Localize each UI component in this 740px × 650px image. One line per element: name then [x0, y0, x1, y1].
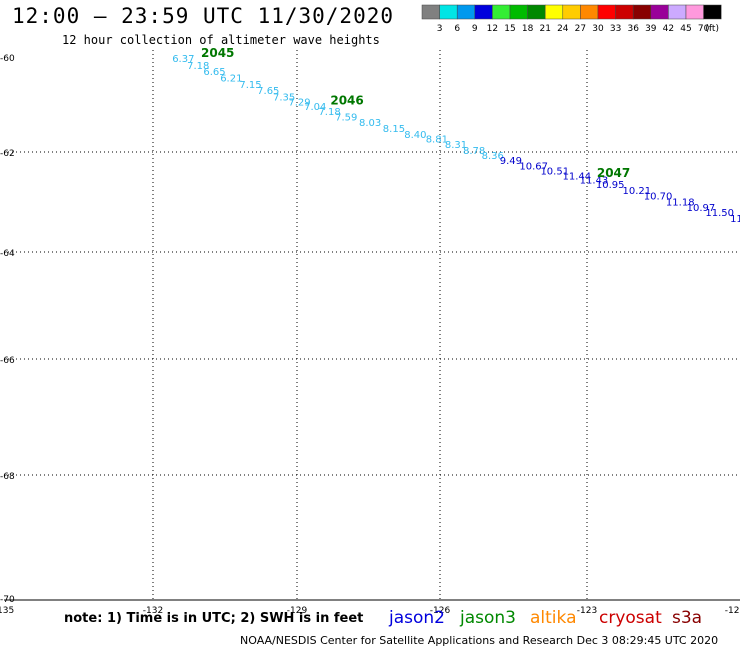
legend-cryosat: cryosat [599, 608, 662, 628]
legend-s3a: s3a [672, 608, 703, 628]
longitude-label: -132 [143, 606, 163, 616]
wave-height-reading: 10.95 [596, 180, 625, 191]
altimeter-track: 5.456.377.186.656.217.157.657.357.297.04… [172, 46, 740, 225]
wave-height-reading: 10.67 [519, 162, 548, 173]
footer-credit: NOAA/NESDIS Center for Satellite Applica… [240, 634, 719, 647]
colorbar-swatch [632, 4, 652, 20]
page-subtitle: 12 hour collection of altimeter wave hei… [62, 33, 380, 47]
wave-height-reading: 8.40 [404, 130, 426, 141]
wave-height-reading: 11.18 [666, 198, 695, 209]
wave-height-reading: 7.59 [335, 113, 357, 124]
wave-height-reading: 10.21 [623, 186, 652, 197]
colorbar-tick-label: 42 [663, 24, 674, 34]
page-title: 12:00 – 23:59 UTC 11/30/2020 [12, 4, 395, 28]
time-marker-label: 2045 [201, 46, 234, 60]
wave-height-reading: 7.29 [288, 97, 310, 108]
wave-height-reading: 7.04 [304, 102, 326, 113]
wave-height-reading: 6.21 [220, 74, 242, 85]
latitude-label: -62 [0, 149, 15, 159]
colorbar-swatch [562, 4, 581, 20]
legend-altika: altika [530, 608, 577, 628]
wave-height-reading: 8.36 [482, 151, 504, 162]
colorbar-swatch [527, 4, 546, 20]
wave-height-reading: 11.50 [705, 208, 734, 219]
wave-height-reading: 8.31 [445, 140, 467, 151]
latitude-label: -60 [0, 54, 15, 64]
latitude-label: -64 [0, 249, 15, 259]
colorbar-tick-label: 30 [592, 24, 604, 34]
wave-height-reading: 7.18 [318, 107, 340, 118]
colorbar-tick-label: 3 [437, 24, 443, 34]
colorbar-tick-label: 6 [454, 24, 460, 34]
units-note: note: 1) Time is in UTC; 2) SWH is in fe… [64, 611, 364, 626]
wave-height-reading: 10.51 [540, 167, 569, 178]
colorbar-swatch [509, 4, 528, 20]
wave-height-reading: 6.65 [203, 67, 225, 78]
colorbar-tick-label: 36 [627, 24, 639, 34]
wave-height-reading: 8.03 [359, 118, 381, 129]
colorbar-tick-label: 27 [575, 24, 586, 34]
wave-height-reading: 11.43 [580, 176, 609, 187]
colorbar-swatch [615, 4, 634, 20]
wave-height-reading: 9.49 [500, 156, 522, 167]
wave-height-reading: 7.65 [257, 86, 279, 97]
wave-height-reading: 8.78 [463, 146, 485, 157]
colorbar-swatch [544, 4, 564, 20]
colorbar-tick-label: 12 [487, 24, 498, 34]
longitude-label: -126 [430, 606, 451, 616]
colorbar-tick-label: 45 [680, 24, 691, 34]
colorbar-swatch [456, 4, 476, 20]
colorbar-swatch [668, 4, 687, 20]
colorbar-tick-label: 21 [539, 24, 550, 34]
colorbar-tick-label: 18 [522, 24, 534, 34]
legend-jason3: jason3 [460, 608, 516, 628]
colorbar-swatch [685, 4, 704, 20]
wave-height-reading: 10.97 [687, 203, 716, 214]
longitude-label: -123 [577, 606, 597, 616]
colorbar-tick-label: 39 [645, 24, 657, 34]
colorbar-tick-label: 15 [504, 24, 515, 34]
wave-height-reading: 11.44 [563, 172, 592, 183]
time-marker-label: 2046 [330, 94, 363, 108]
longitude-label: -120 [725, 606, 740, 616]
colorbar-unit-label: (ft) [705, 24, 719, 34]
wave-height-reading: 7.15 [239, 80, 261, 91]
time-marker-label: 2047 [597, 166, 630, 180]
legend-jason2: jason2 [389, 608, 445, 628]
latitude-label: -66 [0, 356, 15, 366]
longitude-label: -135 [0, 606, 14, 616]
wave-height-reading: 8.81 [426, 135, 448, 146]
colorbar-tick-label: 9 [472, 24, 478, 34]
colorbar-swatch [703, 4, 722, 20]
longitude-label: -129 [287, 606, 308, 616]
colorbar-swatch [650, 4, 669, 20]
wave-height-reading: 8.15 [383, 124, 405, 135]
wave-height-reading: 6.37 [172, 54, 194, 65]
colorbar-swatch [492, 4, 511, 20]
graticule [4, 50, 740, 600]
wave-height-reading: 10.70 [644, 192, 673, 203]
colorbar-tick-label: 24 [557, 24, 569, 34]
colorbar-swatch [580, 4, 599, 20]
colorbar-swatch [597, 4, 616, 20]
colorbar-tick-label: 33 [610, 24, 621, 34]
color-scale-legend: 3 6 9 12 15 18 21 24 27 30 33 36 39 42 45 70(ft) [421, 4, 722, 34]
axis-tick-labels: -60-62-64-66-68-70-135-132-129-126-123-1… [0, 54, 740, 616]
colorbar-swatch [439, 4, 458, 20]
wave-height-reading: 11.57 [730, 214, 740, 225]
latitude-label: -68 [0, 472, 15, 482]
wave-height-reading: 7.18 [187, 61, 209, 72]
colorbar-swatch [421, 4, 440, 20]
colorbar-swatch [474, 4, 493, 20]
wave-height-reading: 7.35 [273, 93, 295, 104]
colorbar-tick-label: 70 [698, 24, 710, 34]
